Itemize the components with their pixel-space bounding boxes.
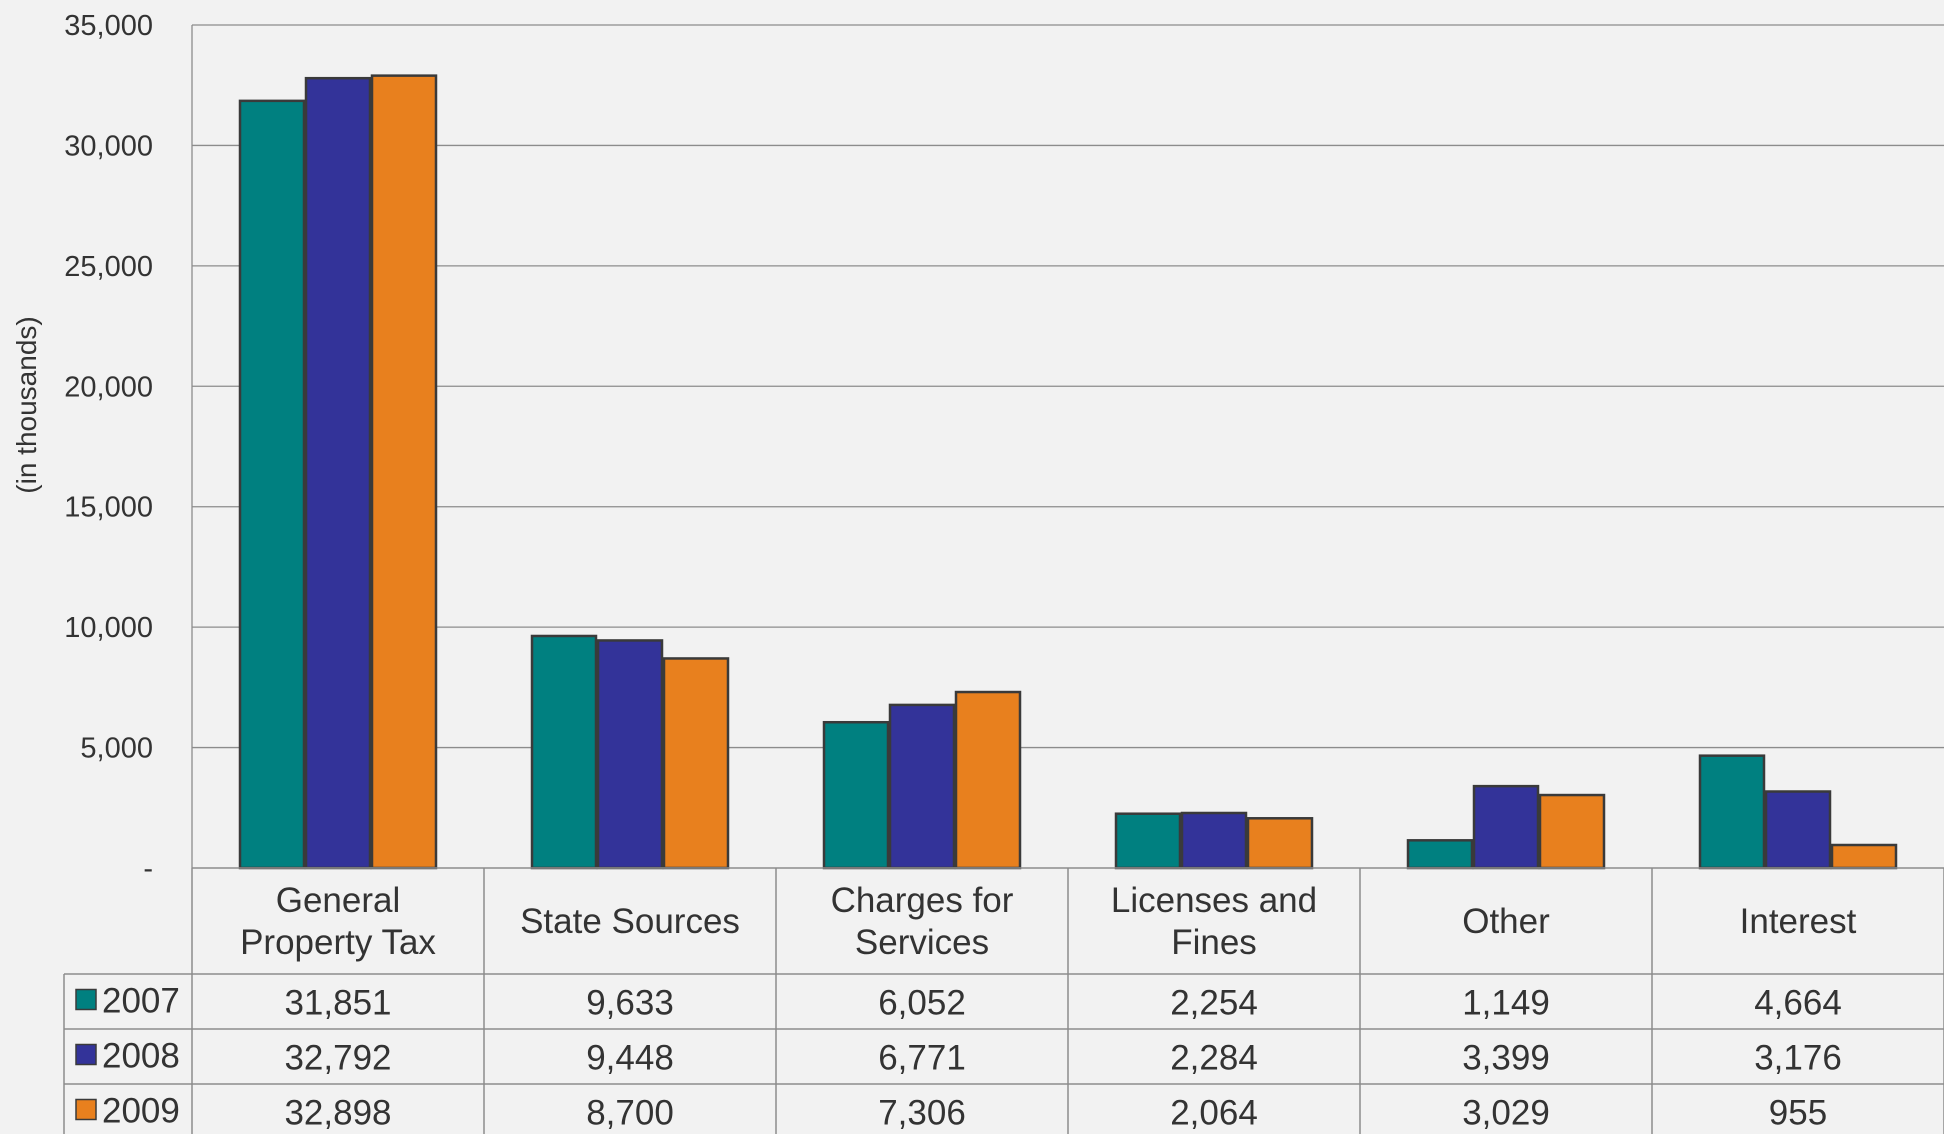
data-label: 1,149 bbox=[1462, 984, 1550, 1023]
data-label: 2,254 bbox=[1170, 984, 1258, 1023]
y-tick-label: - bbox=[143, 853, 153, 885]
category-label: Licenses and bbox=[1111, 881, 1317, 920]
bars bbox=[238, 74, 1898, 870]
data-label: 3,029 bbox=[1462, 1094, 1550, 1133]
bar-2008-4 bbox=[1472, 784, 1540, 870]
data-label: 955 bbox=[1769, 1094, 1827, 1133]
bar-2009-0 bbox=[370, 74, 438, 870]
data-label: 4,664 bbox=[1754, 984, 1842, 1023]
legend-label-2008: 2008 bbox=[102, 1037, 180, 1076]
bar-2007-4 bbox=[1406, 839, 1474, 870]
data-label: 6,052 bbox=[878, 984, 966, 1023]
y-axis-label: (in thousands) bbox=[11, 316, 42, 493]
y-tick-label: 25,000 bbox=[64, 251, 153, 283]
y-tick-label: 20,000 bbox=[64, 371, 153, 403]
data-label: 9,448 bbox=[586, 1039, 674, 1078]
legend-key-2008 bbox=[75, 1043, 97, 1066]
y-axis: - 5,000 10,000 15,000 20,000 25,000 30,000 35,0… bbox=[64, 10, 153, 885]
bar-2009-2 bbox=[954, 690, 1022, 870]
category-label: Services bbox=[855, 923, 989, 962]
y-tick-label: 30,000 bbox=[64, 130, 153, 162]
data-label: 32,898 bbox=[284, 1094, 391, 1133]
category-label: Other bbox=[1462, 902, 1550, 941]
data-label: 2,284 bbox=[1170, 1039, 1258, 1078]
legend-key-2009 bbox=[75, 1098, 97, 1121]
legend-label-2007: 2007 bbox=[102, 982, 180, 1021]
bar-2009-1 bbox=[662, 657, 730, 870]
bar-2009-3 bbox=[1246, 817, 1314, 870]
y-tick-label: 35,000 bbox=[64, 10, 153, 42]
data-label: 3,399 bbox=[1462, 1039, 1550, 1078]
bar-2009-4 bbox=[1538, 793, 1606, 870]
y-tick-label: 10,000 bbox=[64, 612, 153, 644]
bar-2008-5 bbox=[1764, 790, 1832, 870]
y-tick-label: 15,000 bbox=[64, 492, 153, 524]
bar-2008-3 bbox=[1180, 811, 1248, 870]
y-tick-label: 5,000 bbox=[80, 733, 153, 765]
bar-2007-5 bbox=[1698, 754, 1766, 870]
bar-2008-1 bbox=[596, 639, 664, 870]
legend-label-2009: 2009 bbox=[102, 1092, 180, 1131]
bar-2008-0 bbox=[304, 76, 372, 870]
data-label: 2,064 bbox=[1170, 1094, 1258, 1133]
bar-2007-2 bbox=[822, 720, 890, 870]
data-label: 31,851 bbox=[284, 984, 391, 1023]
category-label: Charges for bbox=[831, 881, 1014, 920]
category-label: General bbox=[276, 881, 401, 920]
bar-2007-3 bbox=[1114, 812, 1182, 870]
bar-2009-5 bbox=[1830, 843, 1898, 870]
category-label: Interest bbox=[1740, 902, 1857, 941]
category-label: Fines bbox=[1171, 923, 1257, 962]
gridlines bbox=[191, 24, 1944, 868]
data-label: 3,176 bbox=[1754, 1039, 1842, 1078]
data-label: 9,633 bbox=[586, 984, 674, 1023]
bar-2007-0 bbox=[238, 99, 306, 870]
data-label: 8,700 bbox=[586, 1094, 674, 1133]
legend-key-2007 bbox=[75, 988, 97, 1011]
data-label: 32,792 bbox=[284, 1039, 391, 1078]
category-label: State Sources bbox=[520, 902, 740, 941]
data-label: 7,306 bbox=[878, 1094, 966, 1133]
data-label: 6,771 bbox=[878, 1039, 966, 1078]
category-label: Property Tax bbox=[240, 923, 436, 962]
bar-2008-2 bbox=[888, 703, 956, 870]
bar-2007-1 bbox=[530, 634, 598, 870]
